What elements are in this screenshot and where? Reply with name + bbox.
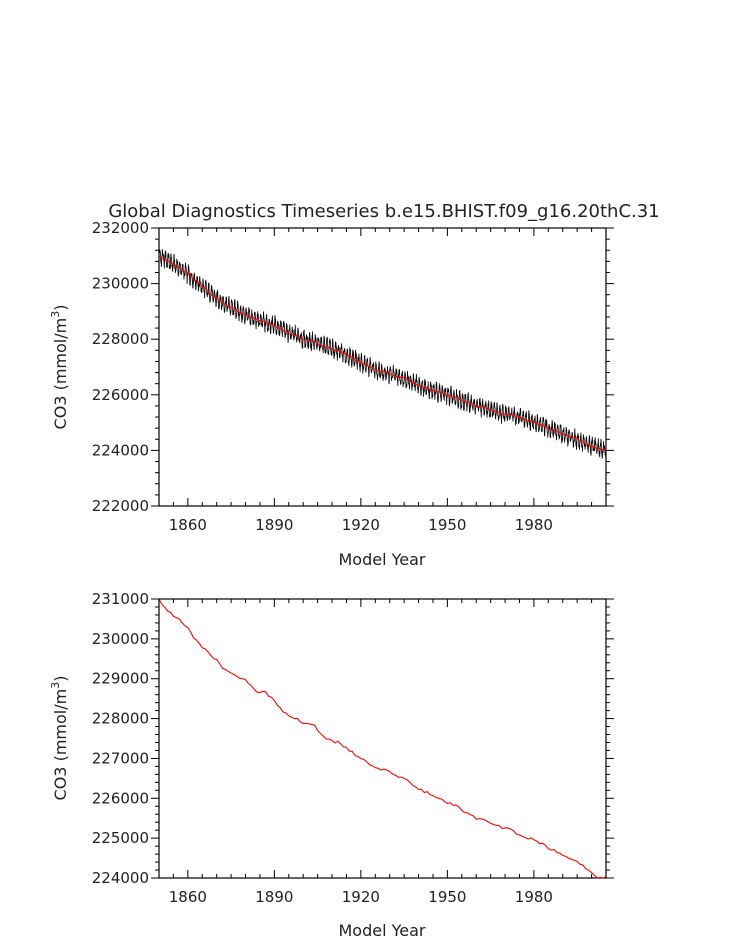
- y-tick-label: 229000: [92, 670, 149, 688]
- x-tick-label: 1860: [169, 888, 207, 906]
- y-axis-label: CO3 (mmol/m3): [49, 305, 70, 430]
- tick-layer: 1860 1890 1920 1950 1980 224000 225000 226000 22…: [92, 590, 614, 906]
- y-tick-label: 222000: [92, 497, 149, 515]
- series-line-0: [158, 249, 607, 459]
- y-axis-label-tail: ): [51, 676, 70, 682]
- x-tick-label: 1980: [515, 888, 553, 906]
- y-tick-label: 225000: [92, 829, 149, 847]
- y-tick-label: 232000: [92, 219, 149, 237]
- y-axis-label-superscript: 3: [49, 311, 62, 318]
- x-tick-label: 1950: [428, 516, 466, 534]
- x-tick-label: 1980: [515, 516, 553, 534]
- co3-annual-chart: 1860 1890 1920 1950 1980 224000 225000 226000 22…: [49, 590, 614, 940]
- y-tick-label: 231000: [92, 590, 149, 608]
- y-tick-label: 228000: [92, 330, 149, 348]
- y-tick-label: 230000: [92, 630, 149, 648]
- y-tick-label: 230000: [92, 275, 149, 293]
- y-tick-label: 226000: [92, 789, 149, 807]
- y-axis-label-tail: ): [51, 305, 70, 311]
- x-axis-label: Model Year: [339, 921, 426, 940]
- x-tick-label: 1890: [255, 888, 293, 906]
- y-axis-label: CO3 (mmol/m3): [49, 676, 70, 801]
- figure-title: Global Diagnostics Timeseries b.e15.BHIS…: [108, 201, 659, 222]
- plot-frame: [158, 598, 607, 879]
- x-tick-label: 1860: [169, 516, 207, 534]
- tick-layer: 1860 1890 1920 1950 1980 222000 224000 226000 22…: [92, 219, 614, 534]
- y-tick-label: 224000: [92, 869, 149, 887]
- series-line-1: [158, 255, 607, 451]
- series-layer: [158, 249, 607, 459]
- x-tick-label: 1950: [428, 888, 466, 906]
- x-tick-label: 1920: [342, 516, 380, 534]
- x-axis-label: Model Year: [339, 550, 426, 569]
- series-line-0: [158, 598, 607, 879]
- y-axis-label-base: CO3 (mmol/m: [51, 318, 70, 430]
- y-axis-label-superscript: 3: [49, 682, 62, 689]
- y-tick-label: 224000: [92, 441, 149, 459]
- y-tick-label: 226000: [92, 386, 149, 404]
- y-tick-label: 228000: [92, 710, 149, 728]
- y-axis-label-base: CO3 (mmol/m: [51, 689, 70, 801]
- y-tick-label: 227000: [92, 749, 149, 767]
- series-layer: [158, 598, 607, 879]
- x-tick-label: 1890: [255, 516, 293, 534]
- plot-frame: [158, 227, 607, 507]
- co3-monthly-chart: 1860 1890 1920 1950 1980 222000 224000 226000 22…: [49, 219, 614, 569]
- x-tick-label: 1920: [342, 888, 380, 906]
